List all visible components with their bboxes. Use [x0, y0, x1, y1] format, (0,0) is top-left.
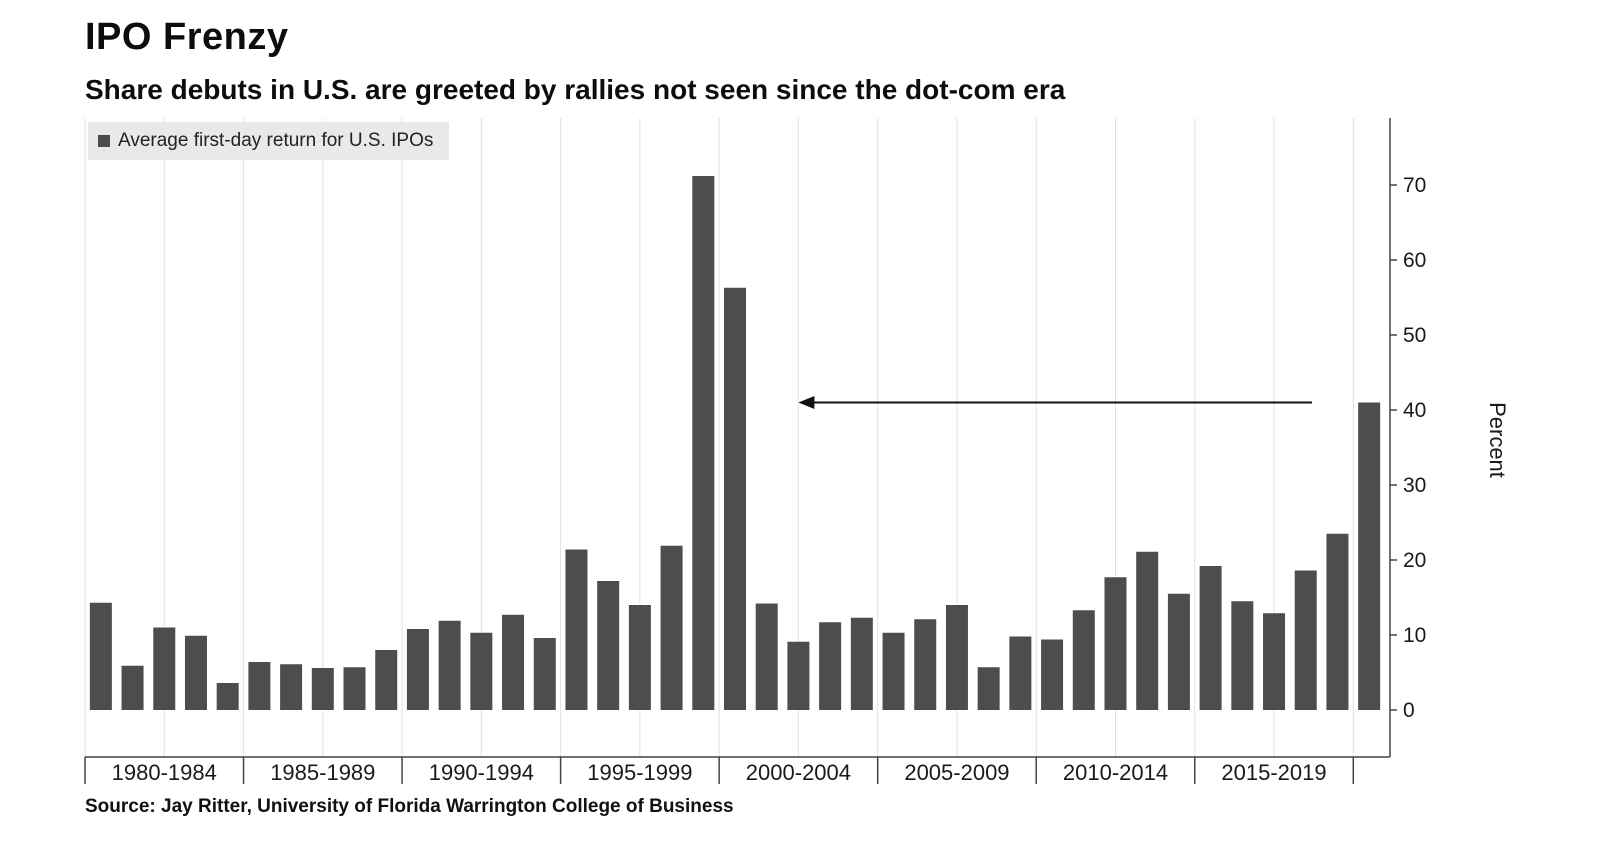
bar [533, 638, 556, 710]
legend-label: Average first-day return for U.S. IPOs [118, 130, 434, 151]
bar [787, 641, 810, 710]
x-axis-label: 1990-1994 [429, 760, 534, 785]
bar [597, 581, 620, 710]
bar [755, 603, 778, 710]
bar [121, 665, 144, 710]
legend: Average first-day return for U.S. IPOs [88, 122, 450, 160]
bar [1136, 551, 1159, 710]
y-axis-tick-label: 50 [1403, 324, 1426, 347]
chart-subtitle: Share debuts in U.S. are greeted by rall… [85, 74, 1066, 105]
chart-title: IPO Frenzy [85, 16, 289, 58]
bar [1104, 577, 1127, 710]
bar [311, 668, 334, 710]
bar [977, 667, 1000, 710]
bar [343, 667, 366, 710]
y-axis-tick-label: 10 [1403, 624, 1426, 647]
bar [1072, 610, 1095, 710]
y-axis-tick-label: 60 [1403, 249, 1426, 272]
bar [375, 650, 398, 710]
bar [1231, 601, 1254, 710]
legend-swatch-icon [98, 135, 110, 147]
bar [945, 605, 968, 710]
bar [89, 602, 112, 710]
bar [660, 545, 683, 710]
bar [216, 683, 239, 710]
bar [280, 664, 303, 710]
bar [406, 629, 429, 710]
bar [882, 632, 905, 710]
y-axis-tick-label: 0 [1403, 699, 1415, 722]
bar [692, 176, 715, 710]
bar [1167, 593, 1190, 710]
bar [1294, 570, 1317, 710]
bar [1358, 402, 1381, 710]
bar [1199, 566, 1222, 710]
bar [914, 619, 937, 710]
y-axis-tick-label: 20 [1403, 549, 1426, 572]
x-axis-label: 2005-2009 [904, 760, 1009, 785]
bar [819, 622, 842, 710]
bar [1326, 533, 1349, 710]
bar [1009, 636, 1032, 710]
x-axis-label: 2000-2004 [746, 760, 851, 785]
y-axis-tick-label: 30 [1403, 474, 1426, 497]
x-axis-label: 2010-2014 [1063, 760, 1168, 785]
x-axis-label: 1995-1999 [587, 760, 692, 785]
bar [565, 549, 588, 710]
bar [248, 662, 271, 710]
bar [438, 620, 461, 710]
annotation-arrowhead-icon [798, 396, 815, 409]
bar [184, 635, 207, 710]
bar [1041, 639, 1064, 710]
x-axis-label: 2015-2019 [1221, 760, 1326, 785]
y-axis-tick-label: 40 [1403, 399, 1426, 422]
bar [628, 605, 651, 710]
bar [1263, 613, 1286, 710]
bar [850, 617, 873, 710]
y-axis-title: Percent [1485, 402, 1510, 478]
bar [502, 614, 525, 710]
source-note: Source: Jay Ritter, University of Florid… [85, 796, 734, 817]
x-axis-label: 1980-1984 [112, 760, 217, 785]
bar [724, 287, 746, 710]
bar [153, 627, 176, 710]
bar [470, 632, 493, 710]
x-axis-label: 1985-1989 [270, 760, 375, 785]
y-axis-tick-label: 70 [1403, 174, 1426, 197]
